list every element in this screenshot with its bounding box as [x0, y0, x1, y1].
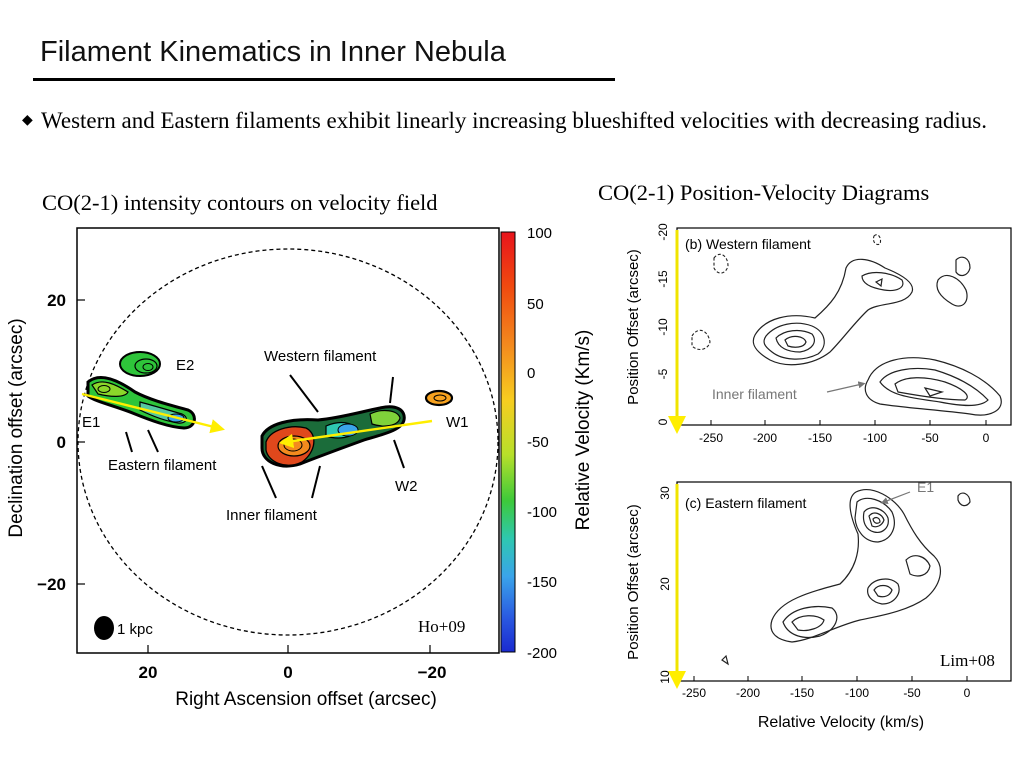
pv-bottom-x-tick: -200	[736, 686, 760, 700]
pv-western-panel: -250 -200 -150 -100 -50 0 -20 -15 -10 -5…	[625, 223, 1012, 445]
pv-bottom-frame	[676, 481, 1012, 682]
pv-top-x-tick: -250	[699, 431, 723, 445]
pv-top-y-tick: -20	[656, 223, 670, 241]
x-axis-label: Right Ascension offset (arcsec)	[175, 689, 437, 710]
bullet-text: Western and Eastern filaments exhibit li…	[41, 108, 987, 133]
pv-top-annotation: Inner filament	[712, 386, 797, 402]
pv-bottom-y-tick: 10	[658, 670, 672, 684]
scale-label: 1 kpc	[117, 621, 153, 638]
pv-bottom-x-tick: -50	[903, 686, 921, 700]
y-tick-label: 0	[57, 433, 66, 452]
y-axis-label: Declination offset (arcsec)	[6, 318, 27, 537]
colorbar-tick: -200	[527, 645, 557, 662]
e1-pointer	[880, 491, 911, 505]
colorbar-tick: -150	[527, 574, 557, 591]
slide-title: Filament Kinematics in Inner Nebula	[40, 36, 506, 68]
pv-bottom-x-tick: 0	[964, 686, 971, 700]
e2-cloud	[119, 351, 161, 377]
right-credit: Lim+08	[940, 651, 995, 670]
inner-filament-pointer	[826, 381, 866, 393]
pv-top-y-tick: -10	[656, 318, 670, 336]
pv-top-y-tick: 0	[656, 418, 670, 425]
pv-eastern-panel: -250 -200 -150 -100 -50 0 30 20 10 Posit…	[625, 479, 1012, 731]
diamond-bullet-icon: ◆	[22, 113, 33, 128]
pv-top-x-tick: -100	[863, 431, 887, 445]
w1-label: W1	[446, 414, 469, 431]
w2-label: W2	[395, 478, 418, 495]
colorbar-tick: 100	[527, 225, 552, 242]
eastern-velocity-arrow	[81, 392, 225, 434]
pv-top-x-tick: 0	[983, 431, 990, 445]
pv-bottom-y-tick: 20	[658, 577, 672, 591]
beam-ellipse	[94, 616, 114, 640]
colorbar-label: Relative Velocity (Km/s)	[573, 330, 594, 531]
pv-top-y-label: Position Offset (arcsec)	[625, 249, 642, 405]
western-filament-label: Western filament	[264, 348, 377, 365]
map-ticks	[77, 299, 431, 653]
pv-bottom-x-label: Relative Velocity (km/s)	[758, 714, 924, 731]
x-tick-label: −20	[418, 663, 447, 682]
pv-top-x-tick: -200	[753, 431, 777, 445]
pv-top-frame	[676, 227, 1012, 426]
left-credit: Ho+09	[418, 617, 465, 636]
colorbar-tick: 0	[527, 365, 535, 382]
colorbar-tick: -50	[527, 434, 549, 451]
right-figure-caption: CO(2-1) Position-Velocity Diagrams	[598, 180, 930, 205]
y-tick-label: −20	[37, 575, 66, 594]
x-tick-label: 0	[283, 663, 292, 682]
pv-bottom-contours	[721, 489, 971, 666]
colorbar-tick: -100	[527, 504, 557, 521]
velocity-colorbar	[500, 231, 516, 653]
pv-top-contours	[752, 256, 1002, 416]
western-velocity-arrow	[278, 419, 433, 449]
pv-top-y-tick: -5	[656, 368, 670, 379]
pv-top-title: (b) Western filament	[685, 236, 811, 252]
pv-bottom-x-tick: -100	[845, 686, 869, 700]
pv-bottom-x-tick: -250	[682, 686, 706, 700]
pv-top-dashed-contours	[691, 234, 882, 351]
velocity-map-panel: 20 0 −20 20 0 −20 Right Ascension offset…	[6, 225, 594, 710]
colorbar-tick: 50	[527, 296, 544, 313]
pv-top-x-tick: -150	[808, 431, 832, 445]
pv-bottom-x-tick: -150	[790, 686, 814, 700]
pv-bottom-y-tick: 30	[658, 486, 672, 500]
pv-bottom-title: (c) Eastern filament	[685, 495, 806, 511]
w1-cloud	[424, 389, 454, 407]
title-underline	[33, 78, 615, 81]
x-tick-label: 20	[139, 663, 158, 682]
pv-top-x-tick: -50	[921, 431, 939, 445]
y-tick-label: 20	[47, 291, 66, 310]
e1-label: E1	[82, 414, 100, 431]
pv-top-y-tick: -15	[656, 270, 670, 288]
e2-label: E2	[176, 357, 194, 374]
pv-bottom-y-label: Position Offset (arcsec)	[625, 504, 642, 660]
inner-filament-label: Inner filament	[226, 507, 318, 524]
pv-bottom-annotation: E1	[917, 479, 934, 495]
left-figure-caption: CO(2-1) intensity contours on velocity f…	[42, 190, 438, 215]
eastern-filament-label: Eastern filament	[108, 457, 217, 474]
